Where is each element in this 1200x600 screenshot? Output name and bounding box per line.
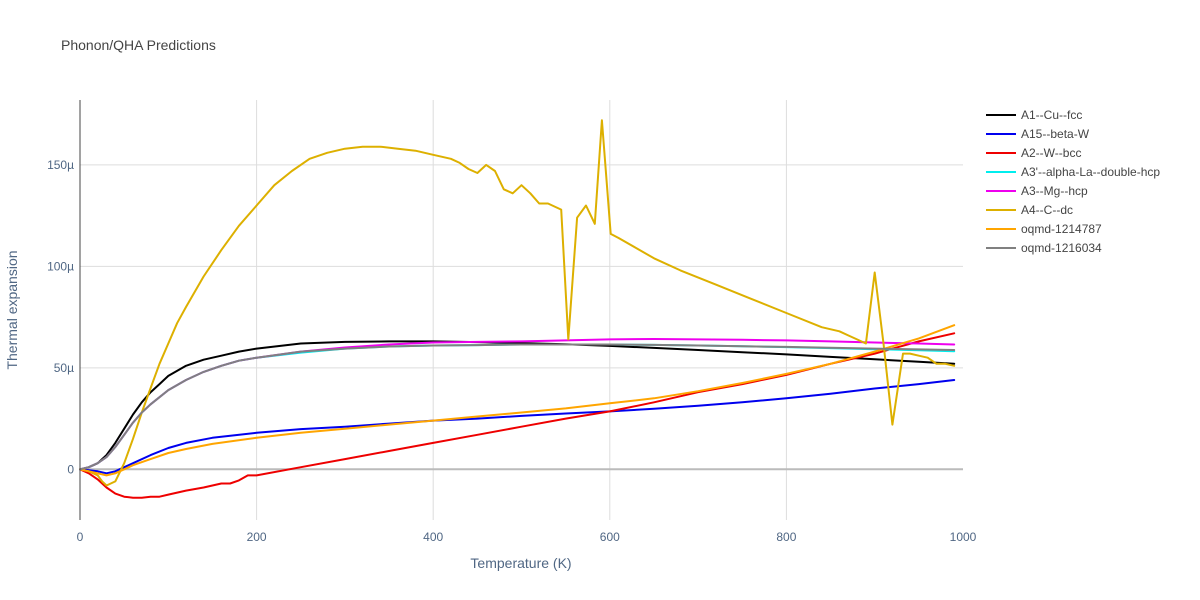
- series-line: [79, 119, 956, 487]
- series-line: [79, 340, 956, 471]
- y-tick-label: 50µ: [54, 361, 74, 375]
- series-line: [79, 332, 956, 499]
- x-tick-label: 200: [247, 530, 267, 544]
- legend-item[interactable]: A3--Mg--hcp: [986, 184, 1088, 198]
- chart-title: Phonon/QHA Predictions: [61, 37, 216, 53]
- y-tick-label: 100µ: [47, 259, 74, 273]
- legend-item[interactable]: oqmd-1214787: [986, 222, 1102, 236]
- series-line: [79, 324, 956, 477]
- legend-label: A3'--alpha-La--double-hcp: [1021, 165, 1160, 179]
- x-tick-label: 800: [776, 530, 796, 544]
- legend-label: A4--C--dc: [1021, 203, 1073, 217]
- y-tick-label: 150µ: [47, 158, 74, 172]
- axes: 0 200 400 600 800 1000 0 50µ 100µ 150µ: [47, 100, 977, 544]
- legend-label: A2--W--bcc: [1021, 146, 1081, 160]
- legend: A1--Cu--fcc A15--beta-W A2--W--bcc A3'--alp…: [986, 108, 1160, 255]
- legend-label: A15--beta-W: [1021, 127, 1090, 141]
- legend-label: oqmd-1216034: [1021, 241, 1102, 255]
- legend-item[interactable]: A1--Cu--fcc: [986, 108, 1082, 122]
- y-tick-label: 0: [67, 462, 74, 476]
- x-axis-title: Temperature (K): [470, 555, 571, 571]
- legend-item[interactable]: oqmd-1216034: [986, 241, 1102, 255]
- legend-label: A1--Cu--fcc: [1021, 108, 1082, 122]
- series-line: [79, 343, 956, 471]
- x-tick-label: 400: [423, 530, 443, 544]
- legend-item[interactable]: A2--W--bcc: [986, 146, 1081, 160]
- x-tick-label: 0: [77, 530, 84, 544]
- y-axis-title: Thermal expansion: [4, 250, 20, 369]
- series-lines: [79, 119, 956, 499]
- gridlines: [80, 100, 963, 520]
- x-tick-label: 600: [600, 530, 620, 544]
- legend-label: A3--Mg--hcp: [1021, 184, 1088, 198]
- legend-item[interactable]: A15--beta-W: [986, 127, 1090, 141]
- x-tick-label: 1000: [950, 530, 977, 544]
- series-line: [79, 343, 956, 471]
- legend-item[interactable]: A3'--alpha-La--double-hcp: [986, 165, 1160, 179]
- legend-label: oqmd-1214787: [1021, 222, 1102, 236]
- legend-item[interactable]: A4--C--dc: [986, 203, 1073, 217]
